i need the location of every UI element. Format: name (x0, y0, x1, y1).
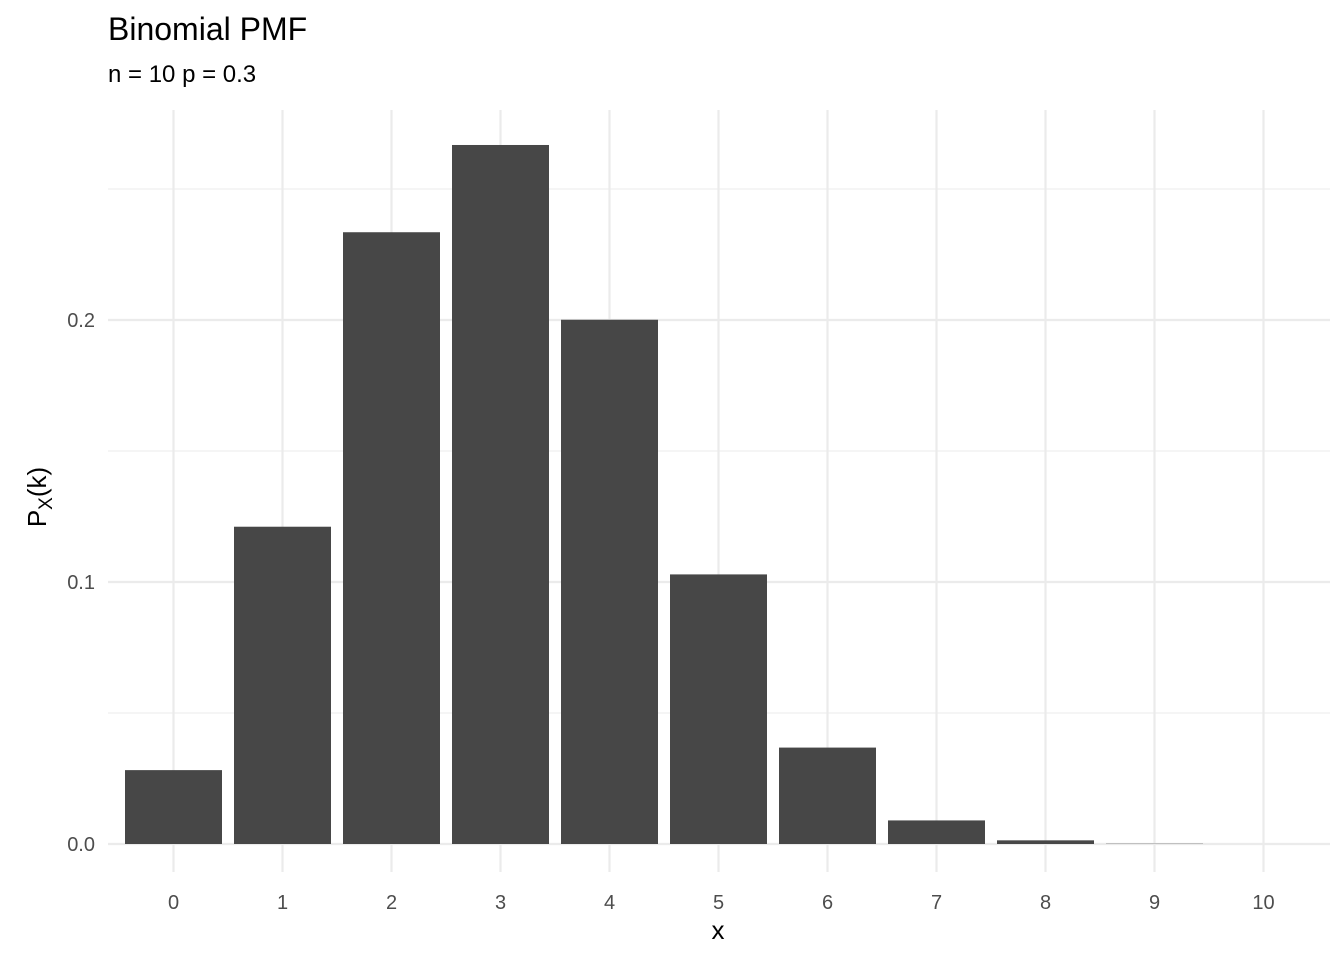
y-tick-label: 0.1 (67, 572, 95, 594)
bars (125, 144, 1203, 845)
bar-2 (343, 232, 440, 845)
x-tick-label: 8 (1040, 892, 1051, 914)
x-tick-labels: 0 1 2 3 4 5 6 7 8 9 10 (168, 892, 1275, 914)
x-tick-label: 10 (1252, 892, 1274, 914)
bar-1 (234, 526, 331, 844)
y-tick-labels: 0.0 0.1 0.2 (67, 310, 95, 856)
bar-6 (779, 747, 876, 844)
x-tick-label: 5 (713, 892, 724, 914)
x-tick-label: 1 (277, 892, 288, 914)
y-tick-label: 0.0 (67, 834, 95, 856)
chart-subtitle: n = 10 p = 0.3 (108, 61, 256, 88)
bar-8 (997, 840, 1094, 844)
x-tick-label: 0 (168, 892, 179, 914)
x-tick-label: 3 (495, 892, 506, 914)
chart-title: Binomial PMF (108, 11, 307, 47)
y-axis-title-suffix: (k) (22, 467, 52, 497)
x-tick-label: 4 (604, 892, 615, 914)
x-axis-title: x (712, 915, 725, 945)
y-tick-label: 0.2 (67, 310, 95, 332)
y-axis-title: PX(k) (22, 467, 57, 527)
x-tick-label: 6 (822, 892, 833, 914)
bar-0 (125, 770, 222, 844)
y-axis-title-main: P (22, 510, 52, 527)
bar-4 (561, 319, 658, 844)
x-tick-label: 9 (1149, 892, 1160, 914)
x-tick-label: 2 (386, 892, 397, 914)
y-axis-title-subscript: X (36, 497, 57, 510)
x-tick-label: 7 (931, 892, 942, 914)
bar-5 (670, 574, 767, 844)
bar-7 (888, 820, 985, 844)
bar-3 (452, 144, 549, 844)
